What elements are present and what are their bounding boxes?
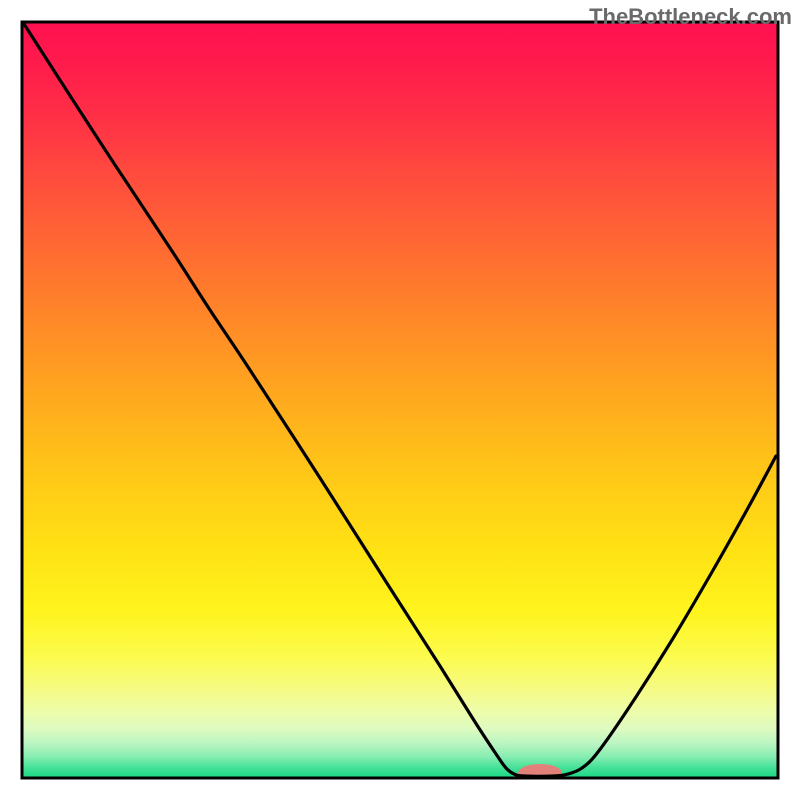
bottleneck-chart: TheBottleneck.com [0,0,800,800]
chart-svg [0,0,800,800]
watermark-text: TheBottleneck.com [589,4,792,30]
gradient-background [22,22,778,778]
